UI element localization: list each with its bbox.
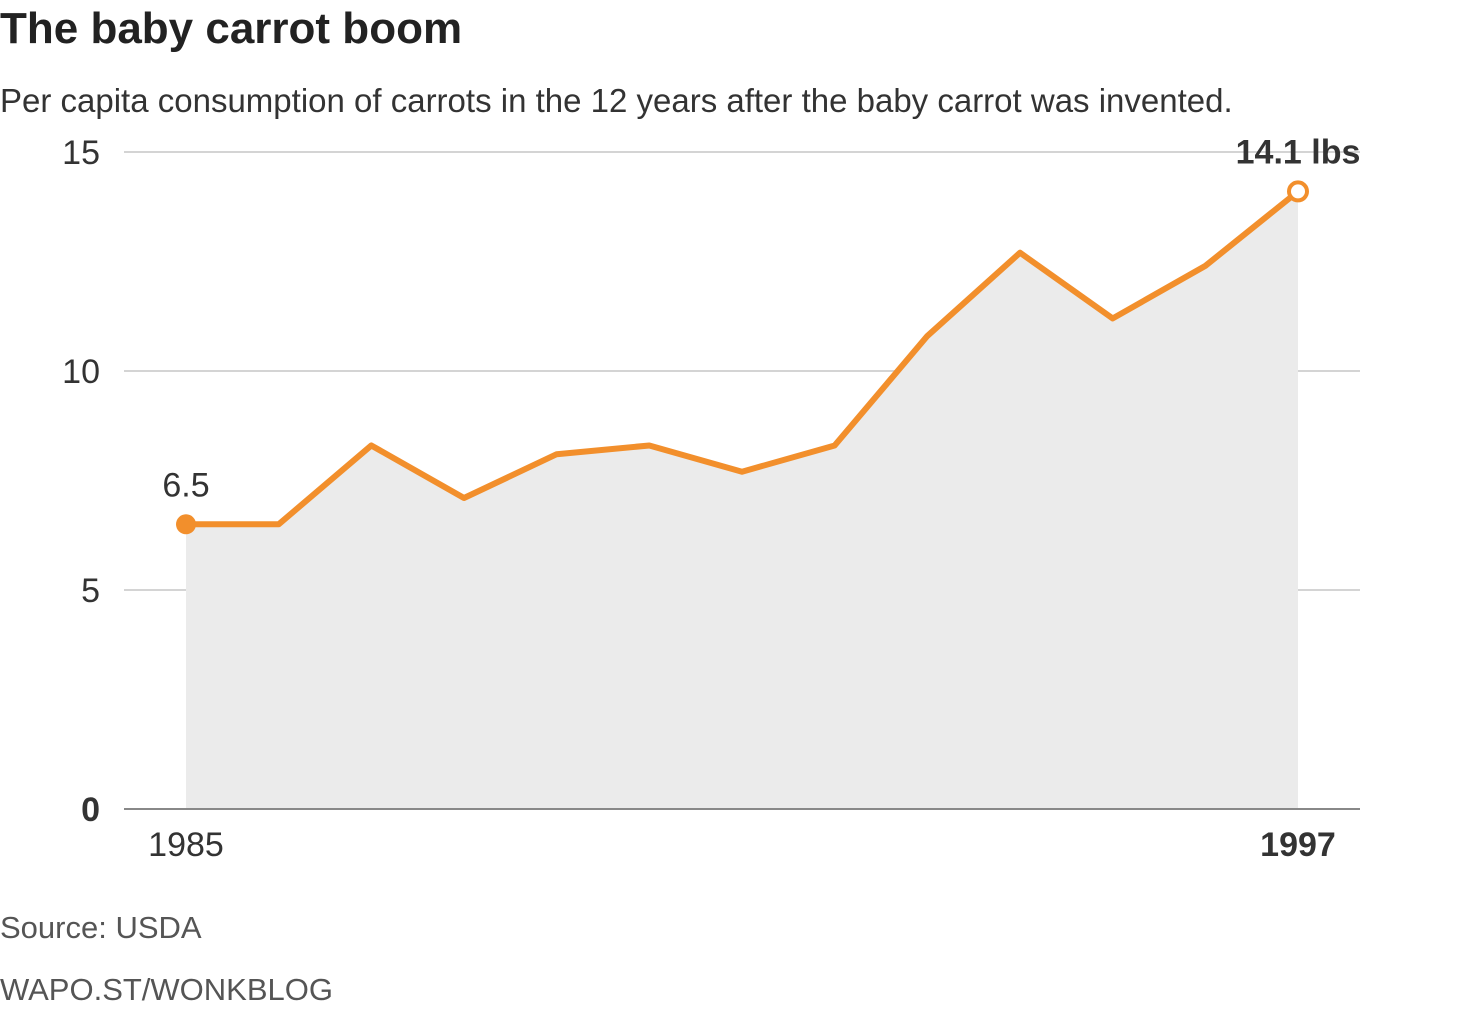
chart-plot: 0 5 10 15 6.5 14.1 lbs 1985 1997 [62,133,1361,864]
x-tick-label-first: 1985 [148,826,224,864]
area-fill [186,191,1298,810]
y-tick-label-15: 15 [62,134,100,172]
data-point-1985 [176,514,196,535]
y-tick-label-10: 10 [62,353,100,391]
annotation-start-value: 6.5 [162,466,209,504]
y-tick-label-0: 0 [81,791,100,829]
chart-subtitle: Per capita consumption of carrots in the… [0,82,1233,119]
chart-title: The baby carrot boom [0,4,463,53]
y-tick-label-5: 5 [81,572,100,610]
x-tick-label-last: 1997 [1260,826,1336,864]
series-line [183,188,1301,528]
data-point-1997 [1287,180,1309,203]
source-note: Source: USDA [0,910,202,945]
annotation-end-value: 14.1 lbs [1236,133,1361,171]
credit-note: WAPO.ST/WONKBLOG [0,972,333,1007]
